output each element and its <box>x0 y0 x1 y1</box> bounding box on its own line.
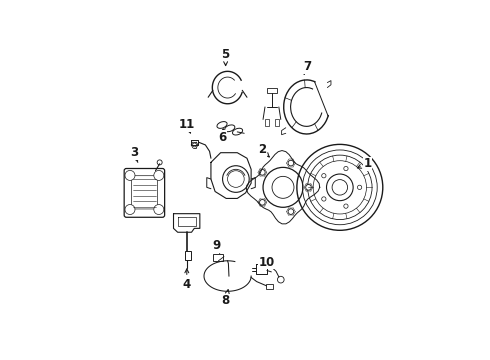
Bar <box>267 88 277 93</box>
Text: 10: 10 <box>258 256 274 269</box>
Text: 5: 5 <box>221 48 230 66</box>
Bar <box>214 254 223 261</box>
Text: 7: 7 <box>303 60 311 74</box>
Text: 3: 3 <box>130 146 138 162</box>
Text: 9: 9 <box>212 239 220 253</box>
Circle shape <box>260 170 265 175</box>
Circle shape <box>125 170 135 180</box>
Circle shape <box>154 170 164 180</box>
Circle shape <box>322 174 326 178</box>
Circle shape <box>154 204 164 215</box>
Bar <box>265 120 269 126</box>
Circle shape <box>306 185 311 190</box>
Bar <box>275 120 279 126</box>
Text: 4: 4 <box>183 269 191 291</box>
Circle shape <box>125 204 135 215</box>
Text: 11: 11 <box>179 118 195 133</box>
Circle shape <box>322 197 326 201</box>
Circle shape <box>288 209 294 215</box>
Bar <box>185 251 191 260</box>
Text: 6: 6 <box>218 129 226 144</box>
Text: 2: 2 <box>258 143 269 157</box>
Text: 8: 8 <box>221 290 230 307</box>
Circle shape <box>260 199 265 205</box>
Circle shape <box>344 166 348 171</box>
Circle shape <box>357 185 362 189</box>
Bar <box>267 284 273 289</box>
Circle shape <box>344 204 348 208</box>
Text: 1: 1 <box>357 157 371 170</box>
Circle shape <box>288 160 294 166</box>
